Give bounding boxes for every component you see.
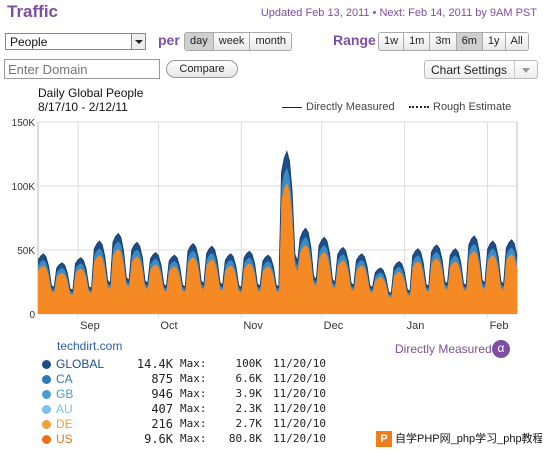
y-tick-label: 150K xyxy=(12,118,36,129)
stats-date: 11/20/10 xyxy=(273,432,326,445)
directly-measured-label: Directly Measured xyxy=(395,342,492,356)
stats-date: 11/20/10 xyxy=(273,357,326,370)
stats-max-label: Max: xyxy=(180,387,207,400)
stats-date: 11/20/10 xyxy=(273,387,326,400)
legend-directly-measured: Directly Measured xyxy=(282,101,395,113)
x-tick-label: Feb xyxy=(490,320,509,332)
stats-max-label: Max: xyxy=(180,417,207,430)
stats-max: 6.6K xyxy=(235,372,263,385)
stats-name: AU xyxy=(56,402,73,416)
watermark: P 自学PHP网_php学习_php教程 xyxy=(374,428,542,450)
watermark-text: 自学PHP网_php学习_php教程 xyxy=(395,433,542,445)
domain-input[interactable] xyxy=(4,59,160,79)
stats-value: 216 xyxy=(151,417,173,431)
stats-name: DE xyxy=(56,417,73,431)
stats-date: 11/20/10 xyxy=(273,402,326,415)
per-day-button[interactable]: day xyxy=(185,33,214,50)
alpha-badge-icon[interactable]: α xyxy=(492,340,510,358)
metric-select-value: People xyxy=(10,35,48,49)
legend-dot-icon xyxy=(42,420,51,429)
legend-dot-icon xyxy=(42,435,51,444)
page-title: Traffic xyxy=(7,2,59,21)
chart-settings-button[interactable]: Chart Settings xyxy=(424,60,538,79)
chevron-down-icon[interactable] xyxy=(131,34,145,49)
x-tick-label: Nov xyxy=(243,320,263,332)
chart-date-range: 8/17/10 - 2/12/11 xyxy=(38,100,128,114)
series-us-area xyxy=(38,182,517,314)
per-week-button[interactable]: week xyxy=(213,33,251,50)
stats-max-label: Max: xyxy=(180,402,207,415)
chart-title-text: Daily Global People xyxy=(38,86,144,100)
range-1m-button[interactable]: 1m xyxy=(404,33,431,50)
solid-line-icon xyxy=(282,106,302,108)
stats-date: 11/20/10 xyxy=(273,372,326,385)
series-global-line xyxy=(37,150,518,295)
range-label: Range xyxy=(333,32,376,48)
stats-value: 9.6K xyxy=(144,432,173,446)
update-status: Updated Feb 13, 2011 • Next: Feb 14, 201… xyxy=(260,7,537,19)
range-button-group: 1w 1m 3m 6m 1y All xyxy=(378,32,529,51)
x-tick-label: Oct xyxy=(160,320,177,332)
dotted-line-icon xyxy=(409,106,429,109)
stats-max-label: Max: xyxy=(180,357,207,370)
legend-dot-icon xyxy=(42,375,51,384)
range-1w-button[interactable]: 1w xyxy=(379,33,405,50)
chart-title: Daily Global People 8/17/10 - 2/12/11 xyxy=(38,86,143,114)
compare-button[interactable]: Compare xyxy=(166,60,238,78)
stats-value: 407 xyxy=(151,402,173,416)
watermark-logo-icon: P xyxy=(376,431,392,448)
stats-date: 11/20/10 xyxy=(273,417,326,430)
legend-rough-estimate-label: Rough Estimate xyxy=(433,101,512,113)
stats-max: 3.9K xyxy=(235,387,263,400)
legend-directly-measured-label: Directly Measured xyxy=(306,101,395,113)
legend-rough-estimate: Rough Estimate xyxy=(409,101,511,113)
stats-value: 875 xyxy=(151,372,173,386)
per-button-group: day week month xyxy=(184,32,293,51)
metric-select[interactable]: People xyxy=(5,33,146,50)
y-tick-label: 0 xyxy=(29,310,35,321)
stats-max: 100K xyxy=(235,357,263,370)
x-tick-label: Jan xyxy=(407,320,425,332)
stats-max: 2.7K xyxy=(235,417,263,430)
site-link[interactable]: techdirt.com xyxy=(57,339,123,353)
range-all-button[interactable]: All xyxy=(505,33,528,50)
stats-name: GB xyxy=(56,387,74,401)
range-3m-button[interactable]: 3m xyxy=(430,33,457,50)
x-tick-label: Dec xyxy=(324,320,344,332)
y-tick-label: 100K xyxy=(12,182,36,193)
chart-settings-label: Chart Settings xyxy=(431,63,508,77)
range-1y-button[interactable]: 1y xyxy=(482,33,506,50)
legend-dot-icon xyxy=(42,390,51,399)
legend-dot-icon xyxy=(42,405,51,414)
per-month-button[interactable]: month xyxy=(250,33,292,50)
stats-max: 80.8K xyxy=(228,432,262,445)
stats-value: 946 xyxy=(151,387,173,401)
stats-max-label: Max: xyxy=(180,372,207,385)
stats-max-label: Max: xyxy=(180,432,207,445)
traffic-chart[interactable]: 0 50K 100K 150K Sep Oct Nov Dec Jan Feb xyxy=(0,112,545,337)
stats-value: 14.4K xyxy=(136,357,173,371)
stats-name: GLOBAL xyxy=(56,357,105,371)
x-tick-label: Sep xyxy=(80,320,100,332)
stats-name: CA xyxy=(56,372,73,386)
legend-dot-icon xyxy=(42,360,51,369)
per-label: per xyxy=(158,32,180,48)
stats-max: 2.3K xyxy=(235,402,263,415)
range-6m-button[interactable]: 6m xyxy=(456,33,483,50)
y-tick-label: 50K xyxy=(17,246,35,257)
stats-name: US xyxy=(56,432,73,446)
chevron-down-icon[interactable] xyxy=(514,61,537,78)
